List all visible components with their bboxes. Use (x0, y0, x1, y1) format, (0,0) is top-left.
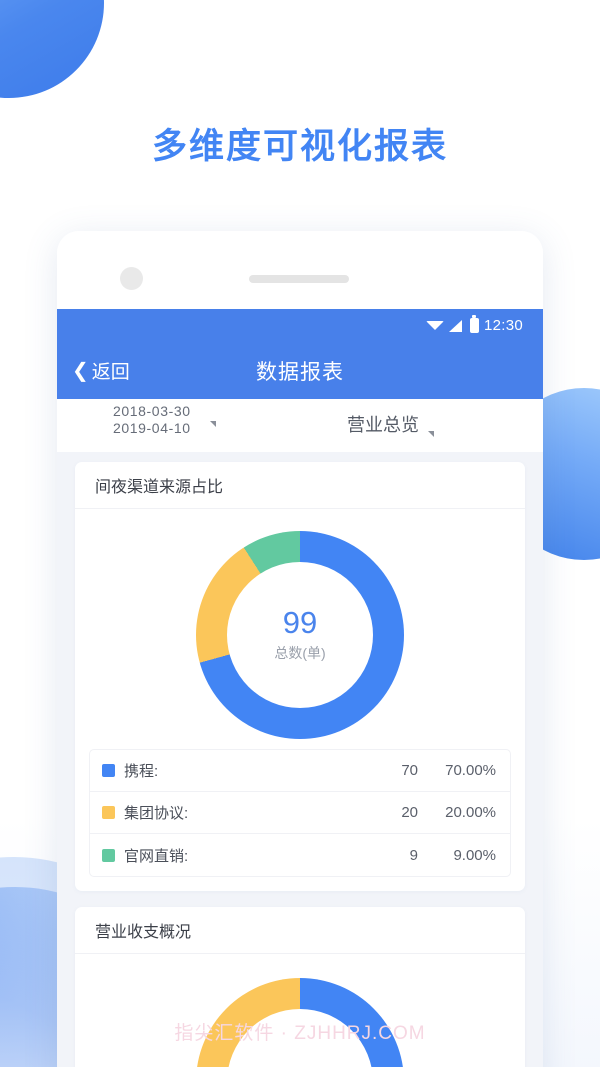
speaker-grille (249, 275, 349, 283)
donut-chart-channel-source: 99 总数(单) (196, 531, 404, 739)
donut-total-value: 99 (282, 604, 318, 640)
legend-count: 20 (401, 804, 418, 821)
legend-count: 70 (401, 762, 418, 779)
decorative-circle-top-left (0, 0, 104, 98)
phone-bezel (57, 231, 543, 309)
legend-row: 官网直销: 9 9.00% (90, 834, 510, 876)
card-body-revenue-overview (75, 954, 525, 1067)
report-type-label: 营业总览 (347, 415, 419, 435)
legend-row: 集团协议: 20 20.00% (90, 792, 510, 834)
legend-row: 携程: 70 70.00% (90, 750, 510, 792)
card-revenue-overview: 营业收支概况 (75, 907, 525, 1067)
phone-mockup: 12:30 ❮ 返回 数据报表 2018-03-30 2019-04-10 营业… (57, 231, 543, 1067)
date-range-from: 2018-03-30 (113, 403, 191, 419)
legend-label: 官网直销: (124, 847, 189, 865)
status-bar: 12:30 (57, 309, 543, 342)
legend-label: 携程: (124, 763, 159, 780)
wifi-icon (425, 321, 444, 330)
back-button-label: 返回 (91, 362, 130, 383)
filter-bar: 2018-03-30 2019-04-10 营业总览 (57, 399, 543, 452)
legend-swatch-icon (102, 764, 115, 777)
legend-label: 集团协议: (124, 805, 189, 822)
page-title: 多维度可视化报表 (151, 127, 448, 166)
date-range-to: 2019-04-10 (113, 420, 191, 436)
chevron-left-icon: ❮ (72, 359, 89, 382)
donut-total-label: 总数(单) (274, 645, 326, 662)
legend-percent: 9.00% (453, 846, 496, 864)
caret-down-icon-date[interactable] (210, 421, 216, 427)
card-channel-source: 间夜渠道来源占比 99 总数(单) 携程: 70 70.00% 集团协议: 20 20.0… (75, 462, 525, 891)
report-scroll-area[interactable]: 间夜渠道来源占比 99 总数(单) 携程: 70 70.00% 集团协议: 20 20.0… (57, 452, 543, 1067)
date-range-selector[interactable]: 2018-03-30 2019-04-10 (113, 403, 191, 437)
status-time: 12:30 (483, 317, 523, 334)
donut-center: 99 总数(单) (227, 562, 373, 708)
legend-percent: 20.00% (445, 804, 496, 821)
legend-swatch-icon (102, 806, 115, 819)
legend-percent: 70.00% (445, 762, 496, 779)
caret-down-icon-report (428, 431, 434, 437)
app-nav-bar: ❮ 返回 数据报表 (57, 342, 543, 399)
legend-swatch-icon (102, 848, 115, 862)
card-title-channel-source: 间夜渠道来源占比 (75, 462, 525, 509)
legend-count: 9 (409, 846, 418, 864)
legend-table-channel-source: 携程: 70 70.00% 集团协议: 20 20.00% 官网直销: 9 9.00% (89, 749, 511, 877)
signal-icon (448, 319, 462, 332)
camera-icon (120, 267, 143, 290)
back-button[interactable]: ❮ 返回 (57, 357, 130, 384)
report-type-selector[interactable]: 营业总览 (347, 411, 434, 437)
donut-chart-revenue-overview (196, 978, 404, 1067)
card-title-revenue-overview: 营业收支概况 (75, 907, 525, 954)
battery-icon (469, 315, 479, 333)
card-body-channel-source: 99 总数(单) 携程: 70 70.00% 集团协议: 20 20.00% 官网直销: 9 9… (75, 509, 525, 891)
